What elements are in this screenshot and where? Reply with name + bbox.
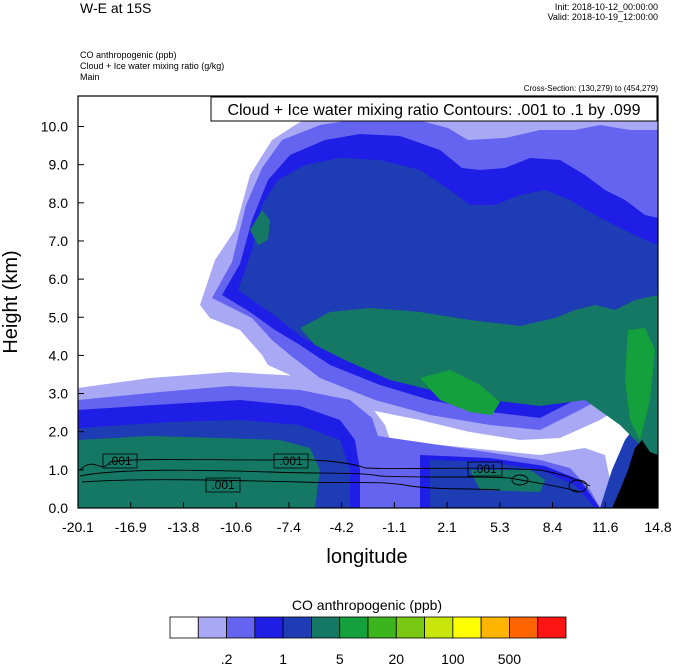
x-tick-label: 8.4 <box>543 519 563 535</box>
y-tick-label: 3.0 <box>49 386 69 402</box>
y-tick-label: 1.0 <box>49 462 69 478</box>
init-time: Init: 2018-10-12_00:00:00 <box>554 2 658 12</box>
y-tick-label: 8.0 <box>49 195 69 211</box>
x-axis-label: longitude <box>326 546 407 568</box>
colorbar-swatch <box>395 616 425 639</box>
colorbar-label: 500 <box>498 651 522 667</box>
colorbar-swatch <box>282 616 312 639</box>
x-tick-label: -13.8 <box>167 519 199 535</box>
x-tick-label: 14.8 <box>644 519 671 535</box>
x-tick-label: -16.9 <box>115 519 147 535</box>
colorbar-swatch <box>169 616 199 639</box>
cross-section-label: Cross-Section: (130,279) to (454,279) <box>523 84 658 93</box>
valid-time: Valid: 2018-10-19_12:00:00 <box>547 12 658 22</box>
x-tick-label: -7.4 <box>277 519 301 535</box>
contour-line <box>79 459 591 487</box>
y-tick-label: 2.0 <box>49 424 69 440</box>
y-tick-label: 9.0 <box>49 157 69 173</box>
x-tick-label: 11.6 <box>592 519 618 535</box>
y-tick-label: 10.0 <box>41 119 68 135</box>
colorbar-label: .2 <box>221 651 233 667</box>
colorbar-label: 1 <box>279 651 287 667</box>
plot-frame <box>77 95 659 509</box>
x-tick-label: -4.2 <box>330 519 354 535</box>
contour-lines <box>79 459 591 493</box>
colorbar-label: 100 <box>441 651 465 667</box>
colorbar-swatch <box>311 616 341 639</box>
contour-info-box <box>210 96 658 122</box>
contour-label: .001 <box>211 478 235 492</box>
y-axis-label: Height (km) <box>0 250 22 353</box>
y-tick-label: 6.0 <box>49 271 69 287</box>
colorbar: .2 1 5 20 100 500 <box>169 616 567 667</box>
contour-line <box>568 479 588 493</box>
contour-line <box>79 469 581 493</box>
y-axis: 0.0 1.0 2.0 3.0 4.0 5.0 6.0 7.0 8.0 9.0 10.0 <box>41 119 84 516</box>
field-line-cloud: Cloud + Ice water mixing ratio (g/kg) <box>80 61 225 71</box>
chart-title: W-E at 15S <box>80 0 152 16</box>
colorbar-swatch <box>537 616 567 639</box>
colorbar-title: CO anthropogenic (ppb) <box>292 597 442 613</box>
x-tick-label: 5.3 <box>490 519 510 535</box>
contour-label: .001 <box>108 454 132 468</box>
contour-label: .001 <box>473 462 497 476</box>
x-tick-label: 2.1 <box>437 519 457 535</box>
y-tick-label: 5.0 <box>49 309 69 325</box>
colorbar-swatch <box>424 616 454 639</box>
contour-line <box>511 474 529 486</box>
colorbar-swatch <box>367 616 397 639</box>
colorbar-swatch <box>452 616 482 639</box>
colorbar-swatch <box>339 616 369 639</box>
colorbar-swatch <box>509 616 539 639</box>
x-tick-label: -1.1 <box>382 519 406 535</box>
colorbar-swatch <box>480 616 510 639</box>
contour-labels: .001 .001 .001 .001 <box>102 453 503 493</box>
contour-label: .001 <box>279 454 303 468</box>
y-tick-label: 7.0 <box>49 233 69 249</box>
x-tick-label: -20.1 <box>62 519 94 535</box>
x-tick-label: -10.6 <box>220 519 252 535</box>
heatmap-field <box>78 96 658 508</box>
contour-info-text: Cloud + Ice water mixing ratio Contours:… <box>227 102 640 119</box>
colorbar-swatch <box>197 616 227 639</box>
colorbar-label: 5 <box>336 651 344 667</box>
field-line-main: Main <box>80 72 100 82</box>
colorbar-swatch <box>226 616 256 639</box>
y-tick-label: 0.0 <box>49 500 69 516</box>
colorbar-swatch <box>254 616 284 639</box>
y-tick-label: 4.0 <box>49 347 69 363</box>
field-line-co: CO anthropogenic (ppb) <box>80 50 177 60</box>
x-axis: -20.1 -16.9 -13.8 -10.6 -7.4 -4.2 -1.1 2.1 5.3 8.… <box>62 502 672 535</box>
contour-line <box>81 479 501 491</box>
colorbar-label: 20 <box>388 651 404 667</box>
